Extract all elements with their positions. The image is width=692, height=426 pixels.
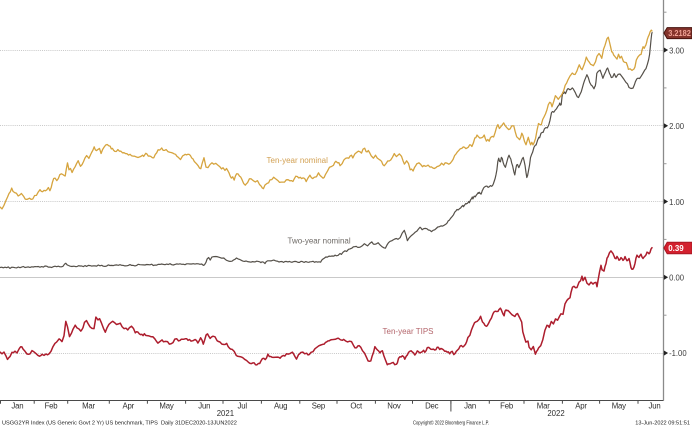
svg-text:13-Jun-2022 09:51:51: 13-Jun-2022 09:51:51 <box>635 421 690 426</box>
svg-text:Jan: Jan <box>464 401 476 410</box>
svg-text:May: May <box>612 401 626 410</box>
svg-text:May: May <box>159 401 173 410</box>
svg-text:2021: 2021 <box>217 409 234 418</box>
svg-text:0.00: 0.00 <box>669 273 684 283</box>
svg-text:Mar: Mar <box>537 401 550 410</box>
svg-text:Sep: Sep <box>312 401 326 410</box>
svg-text:Jul: Jul <box>238 401 248 410</box>
svg-text:Copyright© 2022 Bloomberg Fina: Copyright© 2022 Bloomberg Finance L.P. <box>413 420 489 426</box>
svg-text:USGG2YR Index (US Generic Govt: USGG2YR Index (US Generic Govt 2 Yr) US … <box>2 421 237 426</box>
svg-text:Two-year nominal: Two-year nominal <box>288 237 351 246</box>
svg-text:Apr: Apr <box>123 401 135 410</box>
svg-text:Ten-year TIPS: Ten-year TIPS <box>383 327 434 336</box>
svg-text:3.2182: 3.2182 <box>668 29 691 38</box>
svg-text:Jan: Jan <box>11 401 23 410</box>
svg-text:0.39: 0.39 <box>668 243 684 253</box>
svg-text:2.00: 2.00 <box>669 121 684 131</box>
svg-text:3.00: 3.00 <box>669 45 684 55</box>
svg-text:Oct: Oct <box>350 401 363 410</box>
svg-text:Jun: Jun <box>649 401 661 410</box>
svg-text:Mar: Mar <box>82 401 95 410</box>
svg-text:Dec: Dec <box>425 401 439 410</box>
svg-text:Feb: Feb <box>45 401 59 410</box>
svg-text:Feb: Feb <box>500 401 514 410</box>
svg-text:Ten-year nominal: Ten-year nominal <box>267 156 329 165</box>
svg-text:Apr: Apr <box>575 401 587 410</box>
svg-text:Jun: Jun <box>198 401 210 410</box>
svg-text:1.00: 1.00 <box>669 197 684 207</box>
svg-text:Nov: Nov <box>387 401 401 410</box>
svg-text:Aug: Aug <box>274 401 287 410</box>
svg-text:-1.00: -1.00 <box>669 348 687 358</box>
svg-text:2022: 2022 <box>547 409 564 418</box>
